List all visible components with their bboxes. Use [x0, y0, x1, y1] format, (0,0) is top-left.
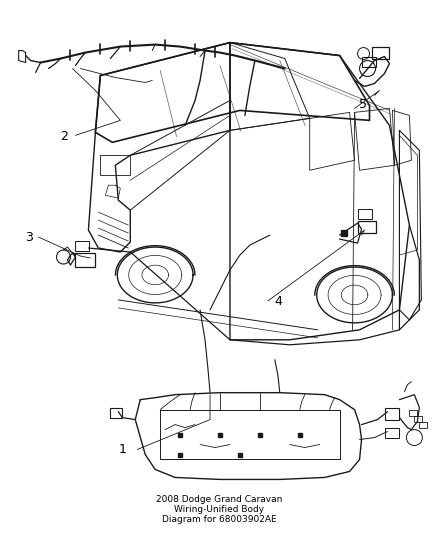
- Bar: [414, 416, 422, 422]
- Bar: [419, 422, 427, 427]
- Bar: [371, 46, 389, 59]
- Bar: [75, 241, 89, 251]
- Text: 2: 2: [60, 130, 68, 143]
- Text: 1: 1: [119, 443, 127, 456]
- Bar: [385, 427, 399, 438]
- Bar: [75, 253, 95, 267]
- Bar: [357, 221, 375, 233]
- Text: 2008 Dodge Grand Caravan
Wiring-Unified Body
Diagram for 68003902AE: 2008 Dodge Grand Caravan Wiring-Unified …: [156, 495, 282, 524]
- Bar: [361, 56, 375, 67]
- Bar: [110, 408, 122, 417]
- Text: 3: 3: [25, 231, 33, 244]
- Bar: [385, 408, 399, 419]
- Text: 4: 4: [274, 295, 282, 308]
- Bar: [357, 209, 371, 219]
- Text: 5: 5: [359, 98, 367, 111]
- Bar: [410, 410, 417, 416]
